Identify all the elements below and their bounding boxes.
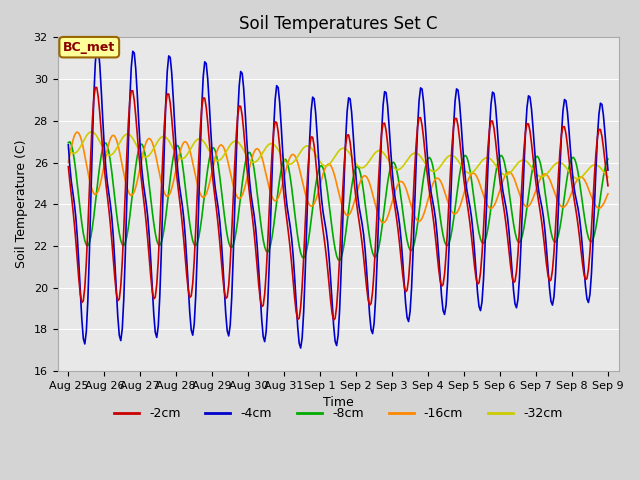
- Text: BC_met: BC_met: [63, 41, 115, 54]
- Title: Soil Temperatures Set C: Soil Temperatures Set C: [239, 15, 437, 33]
- Y-axis label: Soil Temperature (C): Soil Temperature (C): [15, 140, 28, 268]
- X-axis label: Time: Time: [323, 396, 353, 409]
- Legend: -2cm, -4cm, -8cm, -16cm, -32cm: -2cm, -4cm, -8cm, -16cm, -32cm: [109, 402, 567, 425]
